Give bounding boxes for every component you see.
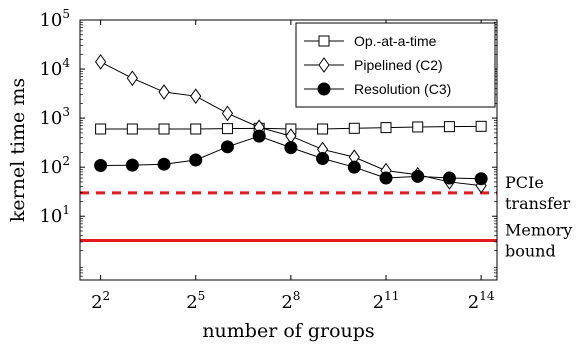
reference-line-label: PCIe transfer bbox=[505, 173, 571, 213]
x-tick-label-exponent: 8 bbox=[293, 289, 301, 303]
y-tick-label-exponent: 4 bbox=[62, 56, 70, 70]
y-tick-label-base: 10 bbox=[39, 108, 62, 129]
data-point bbox=[157, 157, 171, 171]
y-tick-label-exponent: 3 bbox=[62, 105, 70, 119]
x-tick-label: 22 bbox=[91, 289, 110, 313]
y-tick-label-exponent: 2 bbox=[62, 154, 70, 168]
x-tick-label-exponent: 14 bbox=[479, 289, 495, 303]
legend: Op.-at-a-time Pipelined (C2) Resolution (C… bbox=[295, 22, 496, 108]
legend-label: Op.-at-a-time bbox=[354, 33, 437, 49]
x-tick-label-base: 2 bbox=[186, 292, 197, 313]
data-point bbox=[348, 122, 360, 134]
data-point bbox=[475, 120, 487, 132]
data-point bbox=[411, 169, 425, 183]
data-point bbox=[284, 141, 298, 155]
data-point bbox=[125, 158, 139, 172]
y-tick-label: 104 bbox=[39, 56, 70, 80]
y-tick-label: 105 bbox=[39, 7, 70, 31]
y-tick-label-exponent: 5 bbox=[62, 7, 70, 21]
y-tick-label-base: 10 bbox=[39, 206, 62, 227]
y-tick-label-base: 10 bbox=[39, 157, 62, 178]
x-tick-label-exponent: 5 bbox=[198, 289, 206, 303]
data-point bbox=[442, 171, 456, 185]
x-tick-label-base: 2 bbox=[373, 292, 384, 313]
data-point bbox=[379, 171, 393, 185]
x-tick-label-base: 2 bbox=[91, 292, 102, 313]
y-tick-label-exponent: 1 bbox=[62, 203, 70, 217]
data-point bbox=[221, 105, 234, 122]
data-point bbox=[126, 123, 138, 135]
legend-marker bbox=[318, 57, 330, 73]
plot-frame bbox=[79, 19, 498, 281]
data-point bbox=[94, 54, 107, 70]
reference-line-label: Memory bound bbox=[505, 221, 572, 261]
x-axis-label: number of groups bbox=[202, 320, 374, 342]
x-tick-label: 28 bbox=[281, 289, 300, 313]
legend-label: Resolution (C3) bbox=[354, 81, 451, 97]
y-axis-label: kernel time ms bbox=[7, 78, 29, 222]
reference-line-label-part: Memory bbox=[505, 221, 572, 240]
y-tick-label: 101 bbox=[39, 203, 70, 227]
x-tick-label: 214 bbox=[468, 289, 495, 313]
x-tick-label-exponent: 11 bbox=[384, 289, 399, 303]
y-tick-label: 102 bbox=[39, 154, 70, 178]
x-tick-label: 211 bbox=[373, 289, 400, 313]
x-tick-label-base: 2 bbox=[468, 292, 479, 313]
data-point bbox=[443, 121, 455, 133]
data-point bbox=[95, 123, 107, 135]
data-point bbox=[221, 123, 233, 135]
series-group bbox=[94, 129, 488, 186]
reference-line-label-part: PCIe bbox=[505, 173, 544, 192]
reference-line-label-part: transfer bbox=[505, 194, 571, 213]
x-tick-label-exponent: 2 bbox=[103, 289, 111, 303]
data-point bbox=[317, 123, 329, 135]
data-point bbox=[474, 172, 488, 186]
data-point bbox=[380, 122, 392, 134]
y-tick-label: 103 bbox=[39, 105, 70, 129]
data-point bbox=[94, 159, 108, 173]
data-point bbox=[316, 152, 330, 166]
x-tick-label-base: 2 bbox=[281, 292, 292, 313]
data-point bbox=[158, 123, 170, 135]
data-point bbox=[190, 123, 202, 135]
data-point bbox=[190, 88, 202, 105]
data-point bbox=[412, 121, 424, 133]
data-point bbox=[126, 70, 138, 87]
data-point bbox=[347, 160, 361, 174]
x-tick-label: 25 bbox=[186, 289, 205, 313]
data-point bbox=[158, 84, 170, 100]
reference-line-label-part: bound bbox=[505, 242, 556, 261]
legend-marker bbox=[318, 35, 330, 47]
data-point bbox=[189, 153, 203, 167]
data-point bbox=[220, 140, 234, 154]
y-tick-label-base: 10 bbox=[39, 10, 62, 31]
y-tick-label-base: 10 bbox=[39, 59, 62, 80]
legend-marker bbox=[317, 82, 331, 96]
data-point bbox=[252, 129, 266, 143]
legend-label: Pipelined (C2) bbox=[354, 57, 443, 73]
